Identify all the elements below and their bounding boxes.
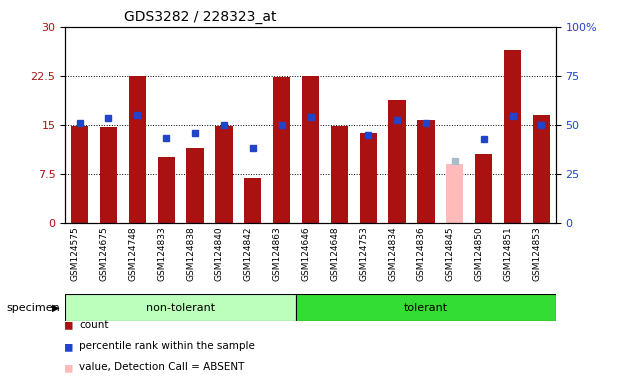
Text: GSM124646: GSM124646 <box>302 226 310 281</box>
Text: percentile rank within the sample: percentile rank within the sample <box>79 341 255 351</box>
Text: GSM124853: GSM124853 <box>532 226 542 281</box>
Bar <box>244 178 261 223</box>
Text: specimen: specimen <box>6 303 60 313</box>
Text: tolerant: tolerant <box>404 303 448 313</box>
Bar <box>71 126 88 223</box>
Text: ■: ■ <box>65 361 73 374</box>
Bar <box>296 294 556 321</box>
Bar <box>475 154 492 223</box>
Text: non-tolerant: non-tolerant <box>146 303 215 313</box>
Bar <box>360 132 377 223</box>
Text: ■: ■ <box>65 382 73 384</box>
Text: ■: ■ <box>65 340 73 353</box>
Bar <box>446 164 463 223</box>
Text: GSM124834: GSM124834 <box>388 226 397 281</box>
Bar <box>331 126 348 223</box>
Bar <box>302 76 319 223</box>
Text: count: count <box>79 320 109 330</box>
Text: ■: ■ <box>65 319 73 332</box>
Text: GSM124753: GSM124753 <box>359 226 368 281</box>
Text: GSM124842: GSM124842 <box>244 226 253 281</box>
Bar <box>273 77 290 223</box>
Text: GSM124845: GSM124845 <box>446 226 455 281</box>
Text: value, Detection Call = ABSENT: value, Detection Call = ABSENT <box>79 362 245 372</box>
Text: GSM124838: GSM124838 <box>186 226 195 281</box>
Bar <box>129 76 146 223</box>
Bar <box>533 115 550 223</box>
Bar <box>215 126 233 223</box>
Text: GDS3282 / 228323_at: GDS3282 / 228323_at <box>124 10 276 25</box>
Text: GSM124863: GSM124863 <box>273 226 282 281</box>
Text: ▶: ▶ <box>52 303 59 313</box>
Text: GSM124840: GSM124840 <box>215 226 224 281</box>
Bar <box>65 294 296 321</box>
Text: GSM124833: GSM124833 <box>157 226 166 281</box>
Text: GSM124748: GSM124748 <box>129 226 137 281</box>
Bar <box>158 157 175 223</box>
Text: GSM124575: GSM124575 <box>71 226 79 281</box>
Text: GSM124851: GSM124851 <box>504 226 512 281</box>
Bar <box>186 148 204 223</box>
Text: GSM124648: GSM124648 <box>330 226 339 281</box>
Text: GSM124675: GSM124675 <box>99 226 109 281</box>
Text: GSM124850: GSM124850 <box>474 226 484 281</box>
Bar <box>417 119 435 223</box>
Text: GSM124836: GSM124836 <box>417 226 426 281</box>
Bar <box>504 50 521 223</box>
Bar <box>100 127 117 223</box>
Bar <box>388 100 406 223</box>
